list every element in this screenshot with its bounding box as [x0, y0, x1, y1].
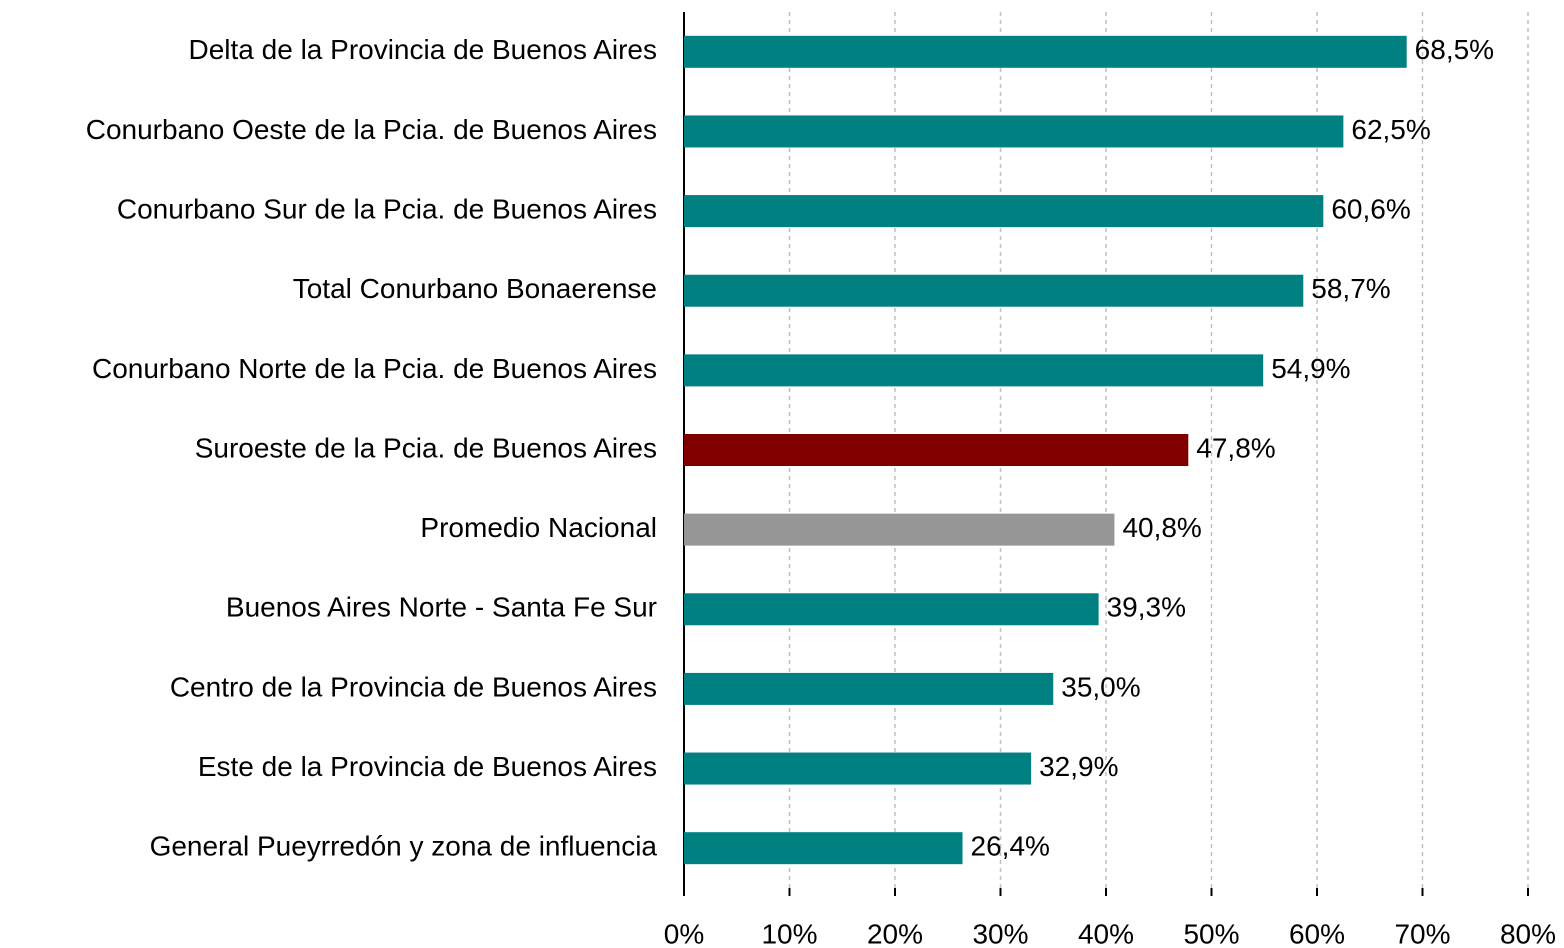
y-tick-label: Conurbano Sur de la Pcia. de Buenos Aire… — [117, 193, 657, 224]
bar — [684, 115, 1344, 148]
y-tick-label: Conurbano Oeste de la Pcia. de Buenos Ai… — [86, 114, 657, 145]
value-label: 32,9% — [1039, 751, 1118, 782]
value-label: 58,7% — [1311, 273, 1390, 304]
bar — [684, 354, 1264, 387]
bar — [684, 434, 1189, 466]
x-tick-label: 0% — [664, 918, 704, 948]
x-tick-label: 60% — [1289, 918, 1345, 948]
x-tick-label: 80% — [1500, 918, 1556, 948]
y-tick-label: Suroeste de la Pcia. de Buenos Aires — [195, 432, 657, 463]
x-tick-label: 10% — [761, 918, 817, 948]
value-label: 62,5% — [1351, 114, 1430, 145]
y-tick-label: Este de la Provincia de Buenos Aires — [198, 751, 657, 782]
y-tick-label: General Pueyrredón y zona de influencia — [150, 831, 658, 862]
y-tick-label: Total Conurbano Bonaerense — [293, 273, 657, 304]
bar — [684, 832, 963, 865]
bar — [684, 672, 1054, 705]
value-label: 26,4% — [971, 831, 1050, 862]
value-label: 39,3% — [1107, 592, 1186, 623]
bar — [684, 752, 1032, 785]
y-tick-label: Conurbano Norte de la Pcia. de Buenos Ai… — [92, 353, 657, 384]
value-label: 40,8% — [1122, 512, 1201, 543]
bar — [684, 35, 1407, 68]
x-tick-label: 70% — [1394, 918, 1450, 948]
bar — [684, 513, 1115, 546]
y-tick-label: Delta de la Provincia de Buenos Aires — [189, 34, 658, 65]
y-tick-label: Promedio Nacional — [420, 512, 657, 543]
value-label: 60,6% — [1331, 193, 1410, 224]
bar — [684, 593, 1099, 626]
x-tick-label: 20% — [867, 918, 923, 948]
y-tick-label: Centro de la Provincia de Buenos Aires — [170, 671, 657, 702]
value-label: 54,9% — [1271, 353, 1350, 384]
x-tick-label: 50% — [1183, 918, 1239, 948]
value-label: 68,5% — [1415, 34, 1494, 65]
bar — [684, 195, 1324, 228]
x-tick-label: 40% — [1078, 918, 1134, 948]
value-label: 35,0% — [1061, 671, 1140, 702]
y-tick-label: Buenos Aires Norte - Santa Fe Sur — [226, 592, 657, 623]
value-label: 47,8% — [1196, 432, 1275, 463]
x-tick-label: 30% — [972, 918, 1028, 948]
bar — [684, 274, 1304, 307]
